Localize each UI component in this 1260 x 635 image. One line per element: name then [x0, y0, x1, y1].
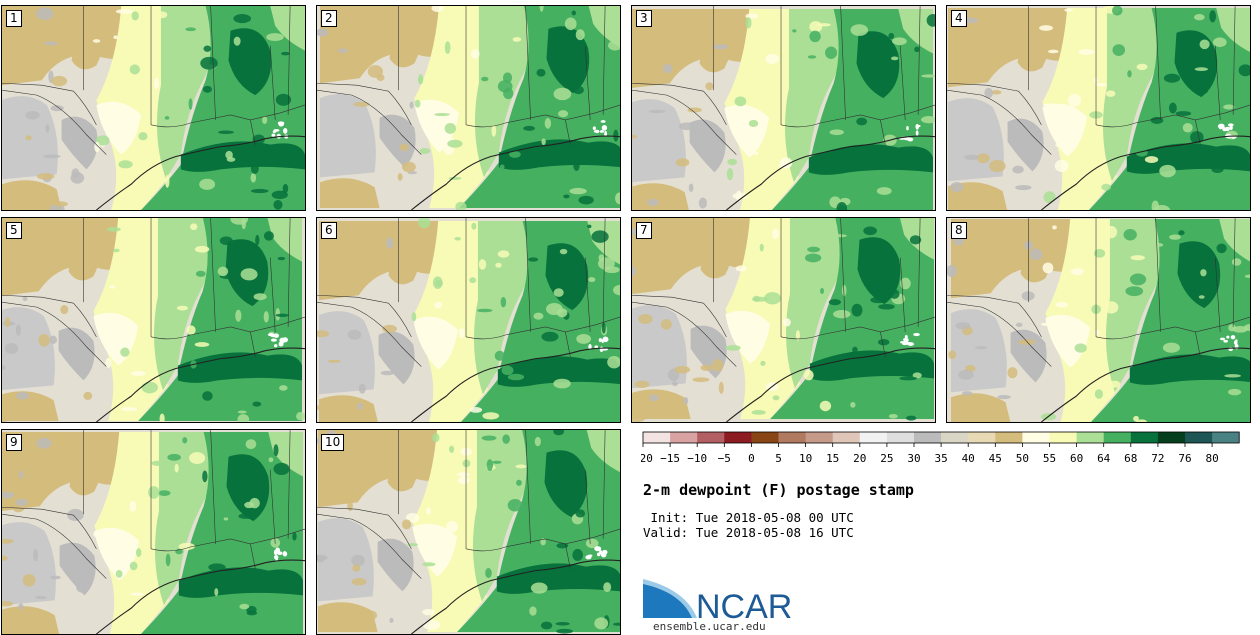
colorbar-swatch [995, 432, 1023, 443]
colorbar-tick-label: 60 [1070, 452, 1083, 465]
ensemble-member-panel: 10 [316, 429, 621, 635]
colorbar-swatch [1049, 432, 1077, 443]
dewpoint-colorbar: −20 −15 −10 −5 0 5 10 15 20 25 30 35 40 45 50 55 60 64 68 7… [641, 431, 1240, 465]
colorbar-swatch [859, 432, 888, 443]
site-url: ensemble.ucar.edu [653, 620, 766, 633]
colorbar-swatch [805, 432, 834, 443]
colorbar-tick-label: 35 [934, 452, 947, 465]
ncar-logo: NCAR [643, 579, 792, 620]
ensemble-member-panel: 9 [1, 429, 306, 635]
member-number-label: 7 [636, 222, 652, 239]
ensemble-member-panel: 5 [1, 217, 306, 423]
member-number-label: 2 [321, 10, 337, 27]
colorbar-swatch [1130, 432, 1159, 443]
colorbar-swatch [1185, 432, 1213, 443]
init-time-line: Init: Tue 2018-05-08 00 UTC [643, 510, 854, 525]
member-number-label: 5 [6, 222, 22, 239]
colorbar-tick-label: 68 [1124, 452, 1137, 465]
colorbar-tick-label: 20 [853, 452, 866, 465]
dewpoint-map [2, 6, 305, 210]
colorbar-swatch [1022, 432, 1050, 443]
member-number-label: 8 [951, 222, 967, 239]
member-number-label: 9 [6, 434, 22, 451]
colorbar-tick-label: 76 [1178, 452, 1191, 465]
colorbar-tick-label: 30 [907, 452, 920, 465]
ensemble-member-panel: 7 [631, 217, 936, 423]
ensemble-member-panel: 6 [316, 217, 621, 423]
colorbar-swatch [724, 432, 752, 443]
dewpoint-map [2, 430, 305, 634]
dewpoint-map [947, 218, 1250, 422]
colorbar-swatch [1157, 432, 1186, 443]
colorbar-swatch [670, 432, 698, 443]
colorbar-tick-label: −10 [687, 452, 707, 465]
ensemble-member-panel: 2 [316, 5, 621, 211]
colorbar-swatch [1076, 432, 1105, 443]
colorbar-swatch [778, 432, 806, 443]
colorbar-tick-label: −15 [660, 452, 680, 465]
init-time: Tue 2018-05-08 00 UTC [695, 510, 854, 525]
dewpoint-map [2, 218, 305, 422]
dewpoint-map [317, 218, 620, 422]
colorbar-swatch [941, 432, 969, 443]
colorbar-tick-label: 72 [1151, 452, 1164, 465]
plot-title: 2-m dewpoint (F) postage stamp [643, 481, 914, 499]
dewpoint-map [317, 6, 620, 210]
dewpoint-map [317, 430, 620, 634]
ensemble-member-panel: 4 [946, 5, 1251, 211]
colorbar-swatch [751, 432, 779, 443]
dewpoint-map [632, 218, 935, 422]
colorbar-swatch [697, 432, 725, 443]
valid-time-line: Valid: Tue 2018-05-08 16 UTC [643, 525, 854, 540]
init-label: Init: [643, 510, 689, 525]
ensemble-member-panel: 3 [631, 5, 936, 211]
colorbar-swatch [832, 432, 861, 443]
colorbar-tick-label: 64 [1097, 452, 1111, 465]
colorbar-swatch [1103, 432, 1132, 443]
colorbar-tick-label: 40 [962, 452, 975, 465]
member-number-label: 1 [6, 10, 22, 27]
colorbar-swatch [914, 432, 942, 443]
colorbar-swatch [968, 432, 996, 443]
member-number-label: 6 [321, 222, 337, 239]
member-number-label: 4 [951, 10, 967, 27]
member-number-label: 10 [321, 434, 345, 451]
ncar-logo-text: NCAR [696, 588, 792, 620]
colorbar-swatch [643, 432, 671, 443]
valid-time: Tue 2018-05-08 16 UTC [695, 525, 854, 540]
colorbar-tick-label: 80 [1205, 452, 1218, 465]
dewpoint-map [947, 6, 1250, 210]
ensemble-member-panel: 8 [946, 217, 1251, 423]
colorbar-tick-label: 15 [826, 452, 839, 465]
dewpoint-map [632, 6, 935, 210]
colorbar-tick-label: 5 [775, 452, 782, 465]
ensemble-member-panel: 1 [1, 5, 306, 211]
valid-label: Valid: [643, 525, 689, 540]
member-number-label: 3 [636, 10, 652, 27]
colorbar-tick-label: 50 [1016, 452, 1029, 465]
colorbar-tick-label: −5 [718, 452, 731, 465]
colorbar-tick-label: 0 [748, 452, 755, 465]
colorbar-tick-label: −20 [641, 452, 653, 465]
colorbar-tick-label: 45 [989, 452, 1002, 465]
colorbar-swatch [1212, 432, 1240, 443]
colorbar-tick-label: 25 [880, 452, 893, 465]
colorbar-tick-label: 10 [799, 452, 812, 465]
colorbar-tick-label: 55 [1043, 452, 1056, 465]
colorbar-swatch [886, 432, 915, 443]
